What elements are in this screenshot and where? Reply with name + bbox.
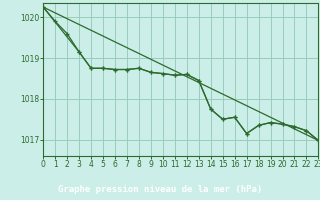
Text: Graphe pression niveau de la mer (hPa): Graphe pression niveau de la mer (hPa) bbox=[58, 186, 262, 194]
